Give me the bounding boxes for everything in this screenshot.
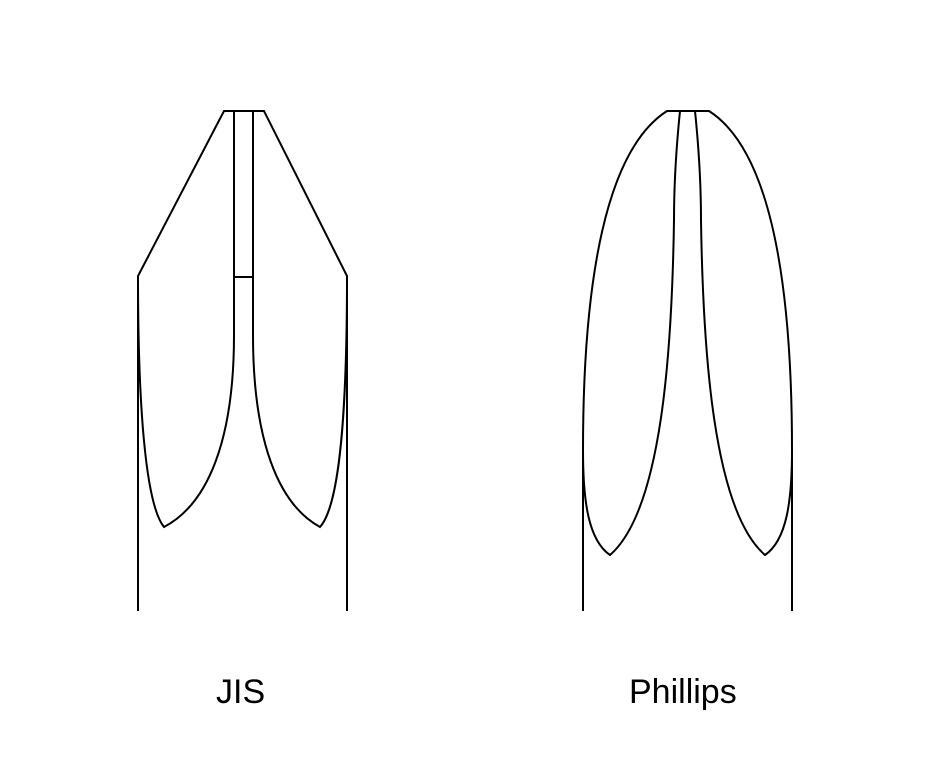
phillips-left-flute [582,110,681,557]
phillips-outer-profile [582,110,793,611]
jis-label: JIS [216,673,266,711]
jis-tip-drawing [137,110,348,611]
jis-center-slot [233,111,254,278]
phillips-label: Phillips [629,673,737,711]
jis-left-flute [137,275,235,529]
jis-left-shank-outline [137,110,348,611]
phillips-tip-drawing [582,110,793,611]
phillips-right-flute [694,110,793,557]
jis-right-flute [252,275,348,529]
